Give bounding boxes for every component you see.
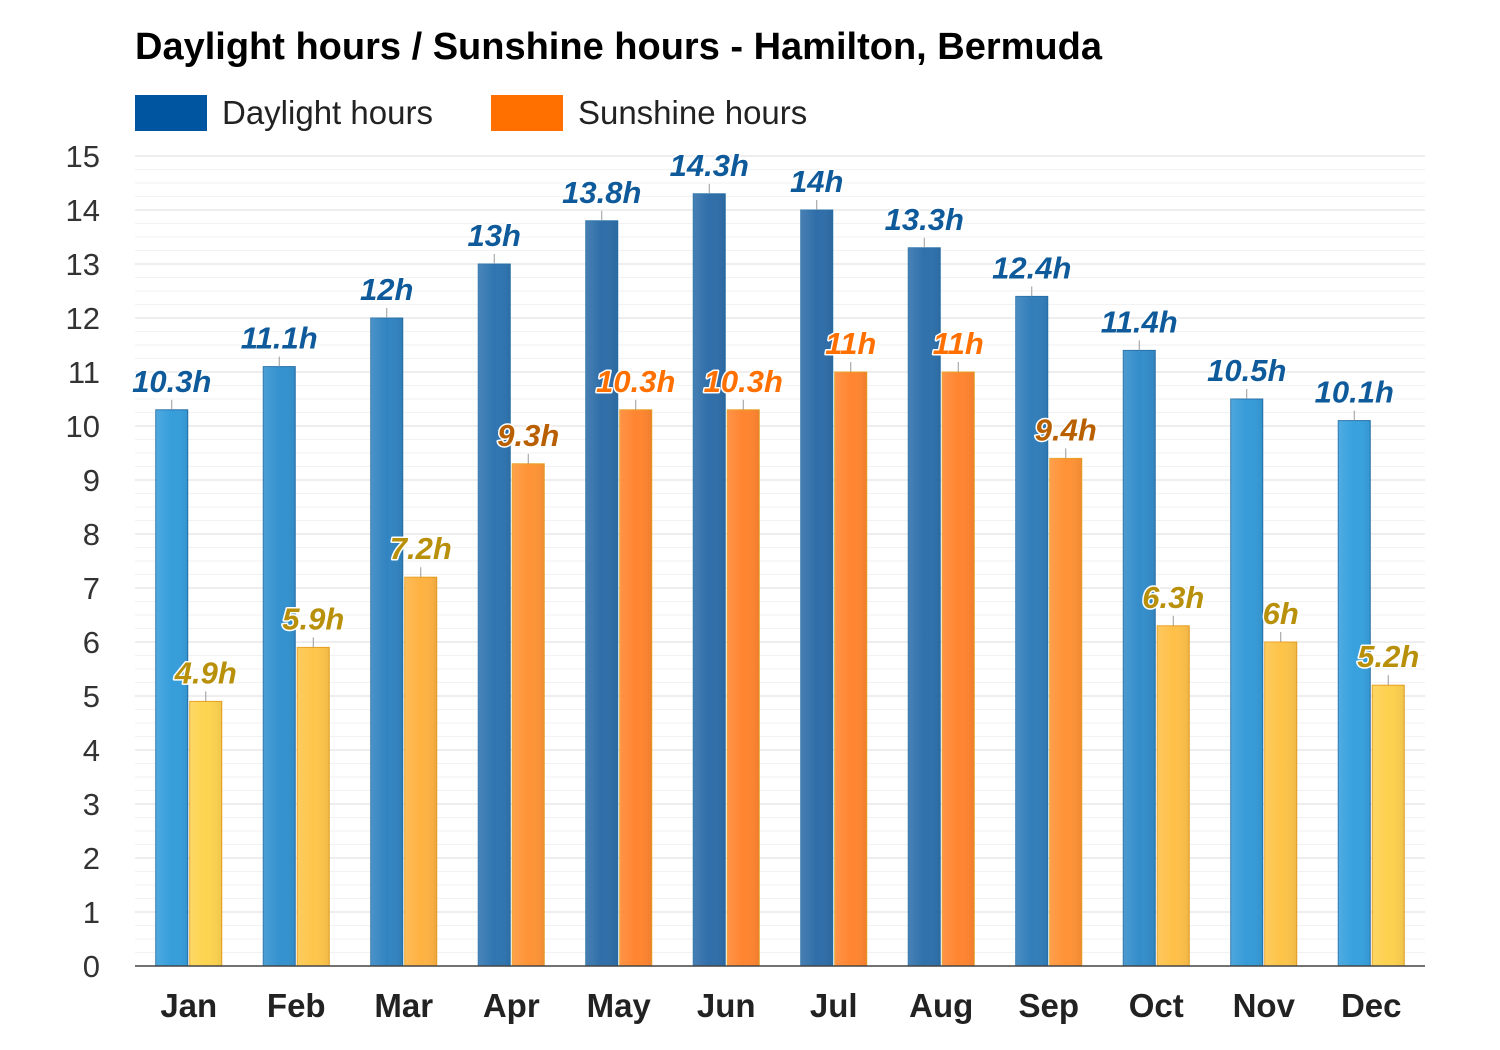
- daylight-value-label: 10.3h: [132, 364, 211, 399]
- daylight-bar-shade: [585, 220, 618, 967]
- sunshine-bar-shade: [512, 463, 545, 966]
- x-tick-label: Feb: [267, 987, 326, 1024]
- sunshine-value-label: 11h: [825, 326, 876, 361]
- sunshine-value-label: 6h: [1263, 596, 1299, 631]
- y-tick-label: 13: [66, 247, 100, 282]
- sunshine-value-label: 9.3h: [497, 418, 559, 453]
- legend: Daylight hours Sunshine hours: [135, 94, 865, 132]
- sunshine-bar-shade: [189, 701, 222, 966]
- daylight-bar-shade: [155, 409, 188, 966]
- sunshine-bar-shade: [727, 409, 760, 966]
- y-tick-label: 12: [66, 301, 100, 336]
- sunshine-bar-shade: [297, 647, 330, 966]
- y-tick-label: 7: [83, 571, 100, 606]
- daylight-bar-shade: [908, 247, 941, 967]
- sunshine-value-label: 5.2h: [1357, 639, 1419, 674]
- sunshine-value-label: 9.4h: [1035, 412, 1097, 447]
- legend-swatch-daylight: [135, 95, 207, 131]
- legend-label-sunshine: Sunshine hours: [577, 94, 808, 131]
- x-tick-label: May: [587, 987, 652, 1024]
- x-tick-label: Aug: [909, 987, 973, 1024]
- daylight-bar-shade: [800, 210, 833, 966]
- x-tick-label: Jan: [160, 987, 217, 1024]
- y-tick-label: 4: [83, 733, 100, 768]
- sunshine-bar-shade: [834, 372, 867, 966]
- y-tick-label: 10: [66, 409, 100, 444]
- y-tick-label: 9: [83, 463, 100, 498]
- y-tick-label: 2: [83, 841, 100, 876]
- x-tick-label: Jul: [810, 987, 858, 1024]
- sunshine-bar-shade: [1157, 625, 1190, 966]
- y-tick-label: 6: [83, 625, 100, 660]
- sunshine-bar-shade: [942, 372, 975, 966]
- daylight-value-label: 13.8h: [562, 175, 641, 210]
- legend-item-daylight[interactable]: Daylight hours: [135, 94, 433, 132]
- x-tick-label: Dec: [1341, 987, 1402, 1024]
- daylight-bar-shade: [263, 366, 296, 967]
- daylight-bar-shade: [478, 264, 511, 966]
- sunshine-value-label: 5.9h: [282, 601, 344, 636]
- sunshine-value-label: 10.3h: [596, 364, 675, 399]
- sunshine-bar-shade: [1372, 685, 1405, 966]
- y-tick-label: 1: [83, 895, 100, 930]
- y-tick-label: 14: [66, 193, 100, 228]
- daylight-bar-shade: [1123, 350, 1156, 966]
- daylight-value-label: 10.5h: [1207, 353, 1286, 388]
- daylight-value-label: 11.4h: [1101, 304, 1178, 339]
- daylight-bar-shade: [1015, 296, 1048, 966]
- daylight-bar-shade: [693, 193, 726, 967]
- daylight-value-label: 13.3h: [885, 202, 964, 237]
- daylight-bar-shade: [370, 318, 403, 966]
- sunshine-value-label: 7.2h: [390, 531, 452, 566]
- y-tick-label: 3: [83, 787, 100, 822]
- x-tick-label: Sep: [1018, 987, 1079, 1024]
- sunshine-bar-shade: [1264, 642, 1297, 966]
- sunshine-bar-shade: [404, 577, 437, 966]
- sunshine-value-label: 4.9h: [174, 655, 237, 690]
- x-tick-label: Nov: [1233, 987, 1296, 1024]
- legend-label-daylight: Daylight hours: [222, 94, 433, 131]
- sunshine-value-label: 10.3h: [704, 364, 783, 399]
- daylight-value-label: 12.4h: [992, 250, 1071, 285]
- daylight-value-label: 14h: [790, 164, 843, 199]
- y-tick-label: 0: [83, 949, 100, 984]
- x-tick-label: Oct: [1129, 987, 1184, 1024]
- sunshine-bar-shade: [1049, 458, 1082, 966]
- daylight-value-label: 14.3h: [670, 148, 749, 183]
- y-tick-label: 5: [83, 679, 100, 714]
- daylight-value-label: 12h: [360, 272, 413, 307]
- legend-swatch-sunshine: [490, 95, 563, 131]
- y-tick-label: 8: [83, 517, 100, 552]
- legend-item-sunshine[interactable]: Sunshine hours: [490, 94, 808, 132]
- sunshine-value-label: 6.3h: [1142, 580, 1204, 615]
- chart-title: Daylight hours / Sunshine hours - Hamilt…: [135, 26, 1102, 68]
- daylight-value-label: 10.1h: [1315, 375, 1394, 410]
- y-tick-label: 15: [66, 139, 100, 174]
- x-tick-label: Mar: [374, 987, 433, 1024]
- x-tick-label: Apr: [483, 987, 540, 1024]
- daylight-bar-shade: [1338, 420, 1371, 967]
- daylight-bar-shade: [1230, 399, 1263, 966]
- y-tick-label: 11: [68, 355, 100, 390]
- sunshine-bar-shade: [619, 409, 652, 966]
- daylight-value-label: 11.1h: [241, 321, 318, 356]
- sunshine-value-label: 11h: [933, 326, 984, 361]
- daylight-value-label: 13h: [468, 218, 521, 253]
- x-tick-label: Jun: [697, 987, 756, 1024]
